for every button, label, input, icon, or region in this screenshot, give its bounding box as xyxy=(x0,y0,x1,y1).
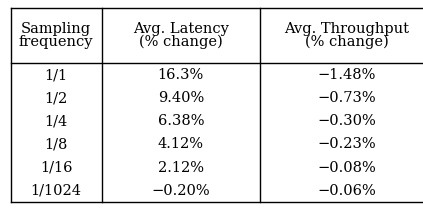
Text: (% change): (% change) xyxy=(305,35,389,49)
Text: −0.30%: −0.30% xyxy=(318,114,376,128)
Text: Sampling: Sampling xyxy=(21,22,91,36)
Text: 9.40%: 9.40% xyxy=(158,91,204,105)
Text: 1/16: 1/16 xyxy=(40,160,72,175)
Text: 1/1024: 1/1024 xyxy=(30,184,82,198)
Text: 1/2: 1/2 xyxy=(44,91,68,105)
Text: 2.12%: 2.12% xyxy=(158,160,204,175)
Text: −0.20%: −0.20% xyxy=(151,184,210,198)
Text: 1/1: 1/1 xyxy=(44,68,68,82)
Text: 16.3%: 16.3% xyxy=(158,68,204,82)
Text: −0.06%: −0.06% xyxy=(318,184,376,198)
Text: 4.12%: 4.12% xyxy=(158,137,204,151)
Text: Avg. Latency: Avg. Latency xyxy=(133,22,229,36)
Text: 1/8: 1/8 xyxy=(44,137,68,151)
Text: −0.23%: −0.23% xyxy=(318,137,376,151)
Text: frequency: frequency xyxy=(19,35,93,49)
Text: Avg. Throughput: Avg. Throughput xyxy=(284,22,409,36)
Text: −0.08%: −0.08% xyxy=(318,160,376,175)
Text: −1.48%: −1.48% xyxy=(318,68,376,82)
Text: −0.73%: −0.73% xyxy=(318,91,376,105)
Text: (% change): (% change) xyxy=(139,35,222,49)
Text: 1/4: 1/4 xyxy=(44,114,68,128)
Text: 6.38%: 6.38% xyxy=(158,114,204,128)
